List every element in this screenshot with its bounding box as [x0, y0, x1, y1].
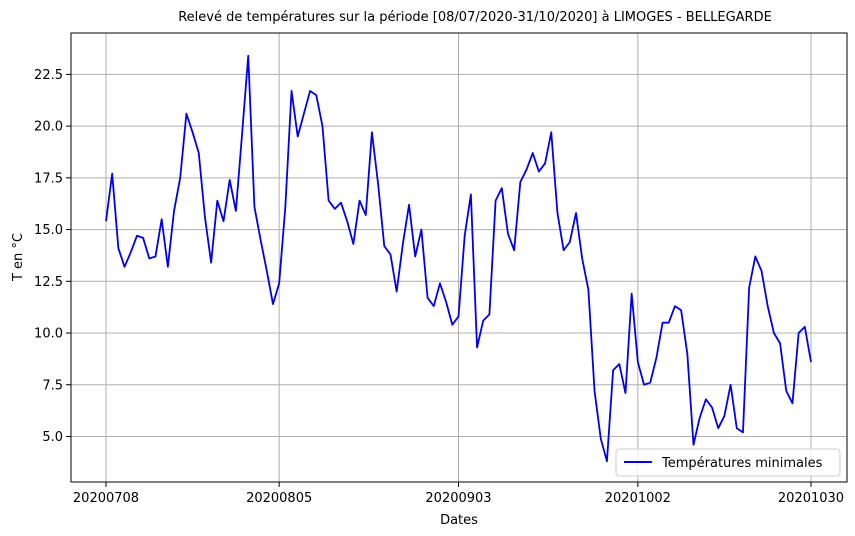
x-tick-label: 20201030	[778, 491, 844, 506]
x-tick-label: 20200708	[73, 491, 139, 506]
y-axis-label: T en °C	[11, 233, 26, 282]
grid	[71, 33, 847, 482]
y-tick-label: 7.5	[42, 378, 63, 393]
legend: Températures minimales	[615, 448, 841, 477]
y-tick-label: 15.0	[34, 223, 63, 238]
x-axis-label: Dates	[440, 513, 478, 528]
y-tick-label: 10.0	[34, 327, 63, 342]
y-tick-label: 5.0	[42, 430, 63, 445]
x-tick-label: 20201002	[605, 491, 671, 506]
chart-title: Relevé de températures sur la période [0…	[178, 10, 772, 25]
legend-box	[615, 448, 841, 477]
y-axis: 5.0 7.5 10.0 12.5 15.0 17.5 20.0 22.5	[34, 68, 71, 445]
series-group	[105, 54, 812, 463]
x-axis: 20200708 20200805 20200903 20201002 20201030	[73, 482, 844, 506]
legend-label: Températures minimales	[661, 456, 823, 471]
x-tick-label: 20200903	[425, 491, 491, 506]
y-tick-label: 12.5	[34, 275, 63, 290]
y-tick-label: 20.0	[34, 120, 63, 135]
x-tick-label: 20200805	[246, 491, 312, 506]
y-tick-label: 17.5	[34, 171, 63, 186]
series-line-temperatures-minimales	[105, 54, 812, 463]
y-tick-label: 22.5	[34, 68, 63, 83]
